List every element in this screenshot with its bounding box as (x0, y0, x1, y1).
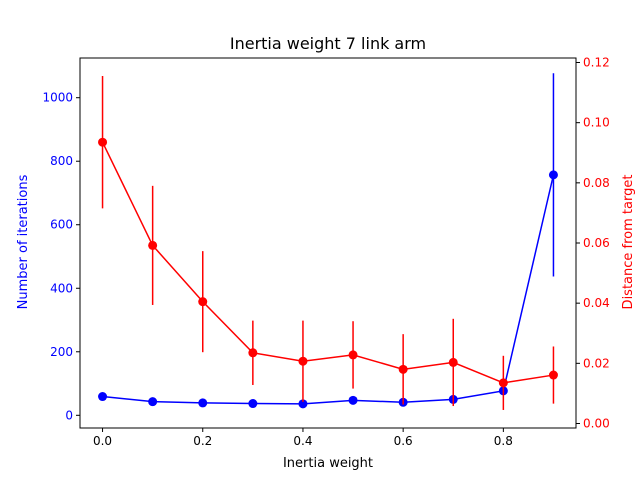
series-line-iterations (102, 174, 555, 405)
data-point-iterations (148, 397, 158, 407)
data-point-iterations (548, 170, 558, 180)
data-point-distance (148, 240, 158, 250)
x-tick-label: 0.2 (193, 434, 212, 448)
y-axis-label-right: Distance from target (621, 175, 636, 310)
data-point-iterations (298, 399, 308, 409)
x-tick-label: 0.6 (394, 434, 413, 448)
data-point-distance (548, 370, 558, 380)
data-point-distance (348, 350, 358, 360)
data-point-distance (248, 348, 258, 358)
x-tick-label: 0.4 (293, 434, 312, 448)
data-point-distance (498, 378, 508, 388)
data-point-iterations (248, 399, 258, 409)
data-point-iterations (98, 392, 108, 402)
y-tick-label-right: 0.02 (583, 356, 610, 370)
x-axis-label: Inertia weight (283, 456, 373, 471)
y-tick-label-left: 600 (50, 218, 73, 232)
chart-title: Inertia weight 7 link arm (230, 34, 426, 53)
y-tick-label-right: 0.06 (583, 236, 610, 250)
y-tick-label-left: 200 (50, 345, 73, 359)
data-point-distance (98, 137, 108, 147)
y-tick-label-left: 400 (50, 281, 73, 295)
y-tick-label-right: 0.10 (583, 116, 610, 130)
y-tick-label-left: 0 (65, 408, 73, 422)
y-tick-label-left: 1000 (42, 91, 73, 105)
series-line-distance (101, 141, 554, 384)
y-tick-label-right: 0.04 (583, 296, 610, 310)
x-tick-label: 0.8 (494, 434, 513, 448)
y-tick-label-right: 0.08 (583, 176, 610, 190)
y-tick-label-right: 0.12 (583, 56, 610, 70)
data-point-distance (398, 364, 408, 374)
y-axis-label-left: Number of iterations (16, 174, 31, 309)
data-point-distance (298, 356, 308, 366)
data-point-iterations (348, 395, 358, 405)
data-point-iterations (198, 398, 208, 408)
x-tick-label: 0.0 (93, 434, 112, 448)
data-point-distance (198, 297, 208, 307)
plot-layer: 0.0 0.2 0.4 0.6 0.8 0 200 400 600 800 1000 0.00 0.02… (42, 56, 609, 448)
plot-frame (79, 57, 577, 429)
y-tick-label-right: 0.00 (583, 416, 610, 430)
y-tick-label-left: 800 (50, 154, 73, 168)
data-point-distance (448, 357, 458, 367)
